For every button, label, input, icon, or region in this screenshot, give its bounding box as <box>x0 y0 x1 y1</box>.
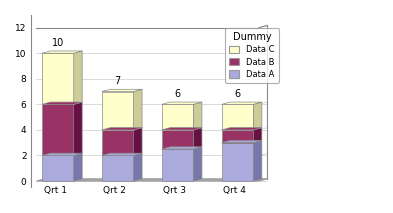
Polygon shape <box>74 102 82 155</box>
Polygon shape <box>222 128 262 130</box>
Polygon shape <box>222 140 262 143</box>
Polygon shape <box>42 102 82 104</box>
Polygon shape <box>42 104 74 155</box>
Polygon shape <box>102 128 142 130</box>
Text: 10: 10 <box>52 38 64 48</box>
Polygon shape <box>162 128 202 130</box>
Polygon shape <box>74 153 82 181</box>
Polygon shape <box>134 89 142 130</box>
Polygon shape <box>193 147 202 181</box>
Text: 6: 6 <box>235 89 241 99</box>
Polygon shape <box>42 153 82 155</box>
Polygon shape <box>253 128 262 143</box>
Polygon shape <box>102 89 142 92</box>
Polygon shape <box>102 130 134 155</box>
Polygon shape <box>162 147 202 149</box>
Polygon shape <box>37 179 268 181</box>
Polygon shape <box>222 102 262 104</box>
Polygon shape <box>134 128 142 155</box>
Polygon shape <box>74 51 82 104</box>
Polygon shape <box>162 149 193 181</box>
Polygon shape <box>253 140 262 181</box>
Text: Qrt 1: Qrt 1 <box>44 186 66 194</box>
Polygon shape <box>134 153 142 181</box>
Polygon shape <box>222 143 253 181</box>
Polygon shape <box>162 102 202 104</box>
Polygon shape <box>42 155 74 181</box>
Polygon shape <box>193 128 202 149</box>
Polygon shape <box>42 51 82 53</box>
Text: Qrt 3: Qrt 3 <box>163 186 186 194</box>
Polygon shape <box>42 53 74 104</box>
Polygon shape <box>222 104 253 130</box>
Text: Qrt 2: Qrt 2 <box>103 186 127 194</box>
Polygon shape <box>222 130 253 143</box>
Text: 7: 7 <box>115 76 121 86</box>
Polygon shape <box>162 104 193 130</box>
Legend: Data C, Data B, Data A: Data C, Data B, Data A <box>225 28 279 83</box>
Polygon shape <box>102 92 134 130</box>
Polygon shape <box>253 102 262 130</box>
Polygon shape <box>193 102 202 130</box>
Polygon shape <box>102 153 142 155</box>
Text: 6: 6 <box>174 89 181 99</box>
Text: Qrt 4: Qrt 4 <box>223 186 246 194</box>
Polygon shape <box>162 130 193 149</box>
Polygon shape <box>102 155 134 181</box>
